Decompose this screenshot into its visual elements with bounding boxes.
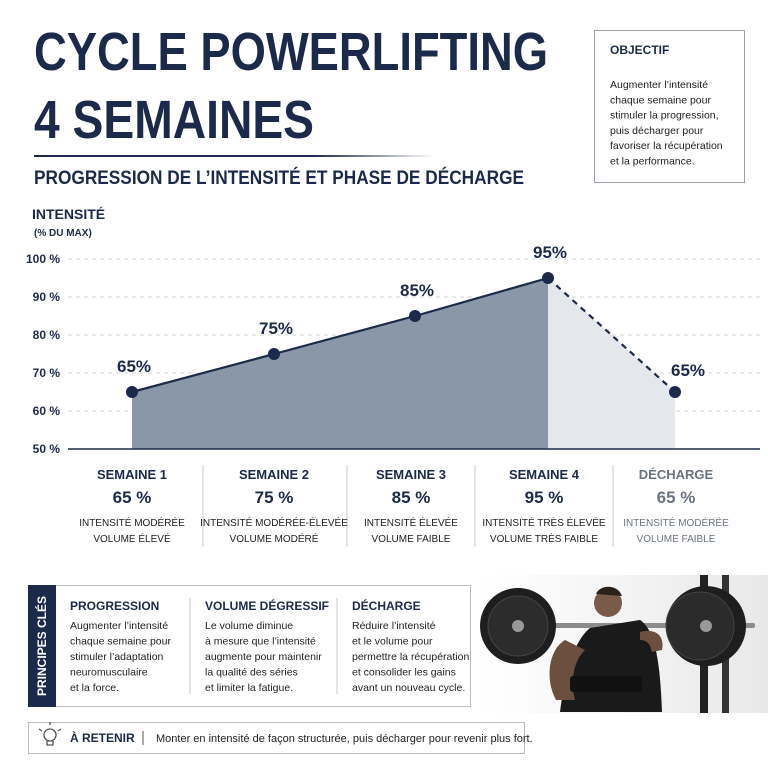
y-tick-label: 50 % [33,442,61,456]
principle-line: avant un nouveau cycle. [352,682,465,694]
y-tick-label: 60 % [33,404,61,418]
week-note: VOLUME FAIBLE [372,534,451,545]
week-note: INTENSITÉ ÉLEVÉE [364,516,458,529]
week-note: VOLUME FAIBLE [637,534,716,545]
principle-line: chaque semaine pour [70,636,171,648]
value-label: 95% [533,243,567,262]
principle-title: PROGRESSION [70,599,159,613]
week-intensity: 85 % [392,488,431,507]
objective-line: Augmenter l’intensité [610,79,708,91]
principle-line: Le volume diminue [205,620,293,632]
principle-title: DÉCHARGE [352,598,421,613]
data-point [669,386,681,398]
principle-line: augmente pour maintenir [205,651,322,663]
title-line: 4 SEMAINES [34,90,314,150]
y-axis-subtitle: (% DU MAX) [34,228,92,239]
chart: 50 % 60 % 70 % 80 % 90 % 100 % 65% 75% 85% 95% 65%… [26,243,760,547]
principle-line: permettre la récupération [352,651,469,663]
takeaway-label: À RETENIR [70,730,135,745]
line-segment [414,276,549,318]
area [132,278,548,449]
week-note: INTENSITÉ MODÉRÉE [79,516,185,529]
x-tick-label: SEMAINE 3 [376,467,446,482]
value-label: 65% [117,357,151,376]
principle-line: la qualité des séries [205,667,298,679]
objective-line: stimuler la progression, [610,110,719,122]
principle-line: neuromusculaire [70,667,148,679]
photo [480,575,768,713]
data-point [409,310,421,322]
value-label: 85% [400,281,434,300]
objective-line: favoriser la récupération [610,140,723,152]
y-tick-label: 70 % [33,366,61,380]
y-tick-label: 100 % [26,252,60,266]
week-intensity: 95 % [525,488,564,507]
principle-title: VOLUME DÉGRESSIF [205,598,329,613]
principle-line: à mesure que l’intensité [205,636,316,648]
line-segment [273,314,416,356]
week-intensity: 65 % [113,488,152,507]
data-point [268,348,280,360]
objective-line: et la performance. [610,156,695,168]
x-tick-label: DÉCHARGE [639,467,714,482]
principles-box [28,585,471,707]
principles-tab-label: PRINCIPES CLÉS [34,596,49,696]
principle-line: Augmenter l’intensité [70,620,168,632]
y-tick-label: 80 % [33,328,61,342]
principles-tab [28,585,56,707]
subtitle: PROGRESSION DE L’INTENSITÉ ET PHASE DE D… [34,167,524,189]
data-point [126,386,138,398]
data-point [542,272,554,284]
week-note: INTENSITÉ MODÉRÉE [623,516,729,529]
principle-line: Réduire l’intensité [352,620,436,632]
principle-line: et le volume pour [352,636,433,648]
value-label: 65% [671,361,705,380]
x-tick-label: SEMAINE 2 [239,467,309,482]
value-label: 75% [259,319,293,338]
week-note: VOLUME ÉLEVÉ [93,532,171,545]
principle-line: et limiter la fatigue. [205,682,293,694]
principle-line: et consolider les gains [352,667,456,679]
objective-text: Augmenter l’intensité chaque semaine pour… [610,79,723,168]
week-intensity: 65 % [657,488,696,507]
objective-title: OBJECTIF [610,43,669,57]
bulb-icon [38,722,62,746]
y-axis-title: INTENSITÉ [32,206,105,222]
principles: PROGRESSION Augmenter l’intensité chaque s… [70,598,469,694]
takeaway-text: Monter en intensité de façon structurée,… [156,733,533,745]
week-note: VOLUME TRÈS FAIBLE [490,532,599,545]
principle-line: et la force. [70,682,119,694]
x-tick-label: SEMAINE 1 [97,467,167,482]
objective-box [594,30,745,183]
takeaway-box [28,722,525,754]
title-line: CYCLE POWERLIFTING [34,22,548,82]
objective-line: puis décharger pour [610,125,704,137]
line-segment [131,352,275,394]
deload-area [548,278,675,449]
principle-line: stimuler l’adaptation [70,651,164,663]
week-note: INTENSITÉ MODÉRÉE-ÉLEVÉE [200,516,348,529]
x-tick-label: SEMAINE 4 [509,467,580,482]
title-rule [34,155,434,157]
week-intensity: 75 % [255,488,294,507]
objective-line: chaque semaine pour [610,94,711,106]
y-tick-label: 90 % [33,290,61,304]
week-note: VOLUME MODÉRÉ [230,532,319,545]
week-note: INTENSITÉ TRÈS ÉLEVÉE [482,516,606,529]
